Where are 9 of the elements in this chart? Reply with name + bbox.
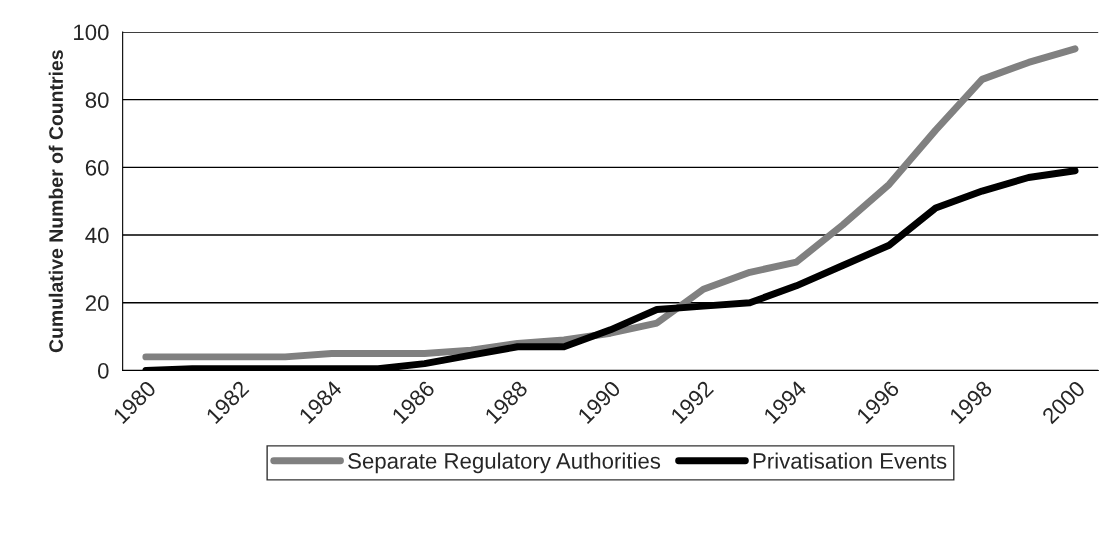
y-tick-label: 20 [85, 295, 109, 312]
y-axis-title: Cumulative Number of Countries [48, 50, 63, 353]
y-tick-label: 80 [85, 92, 109, 108]
y-tick-label: 40 [85, 227, 109, 244]
legend-label: Privatisation Events [753, 452, 947, 469]
y-tick-label: 60 [85, 159, 109, 176]
legend-label: Separate Regulatory Authorities [348, 452, 661, 474]
y-tick-label: 100 [74, 24, 109, 41]
y-tick-label: 0 [97, 362, 109, 379]
